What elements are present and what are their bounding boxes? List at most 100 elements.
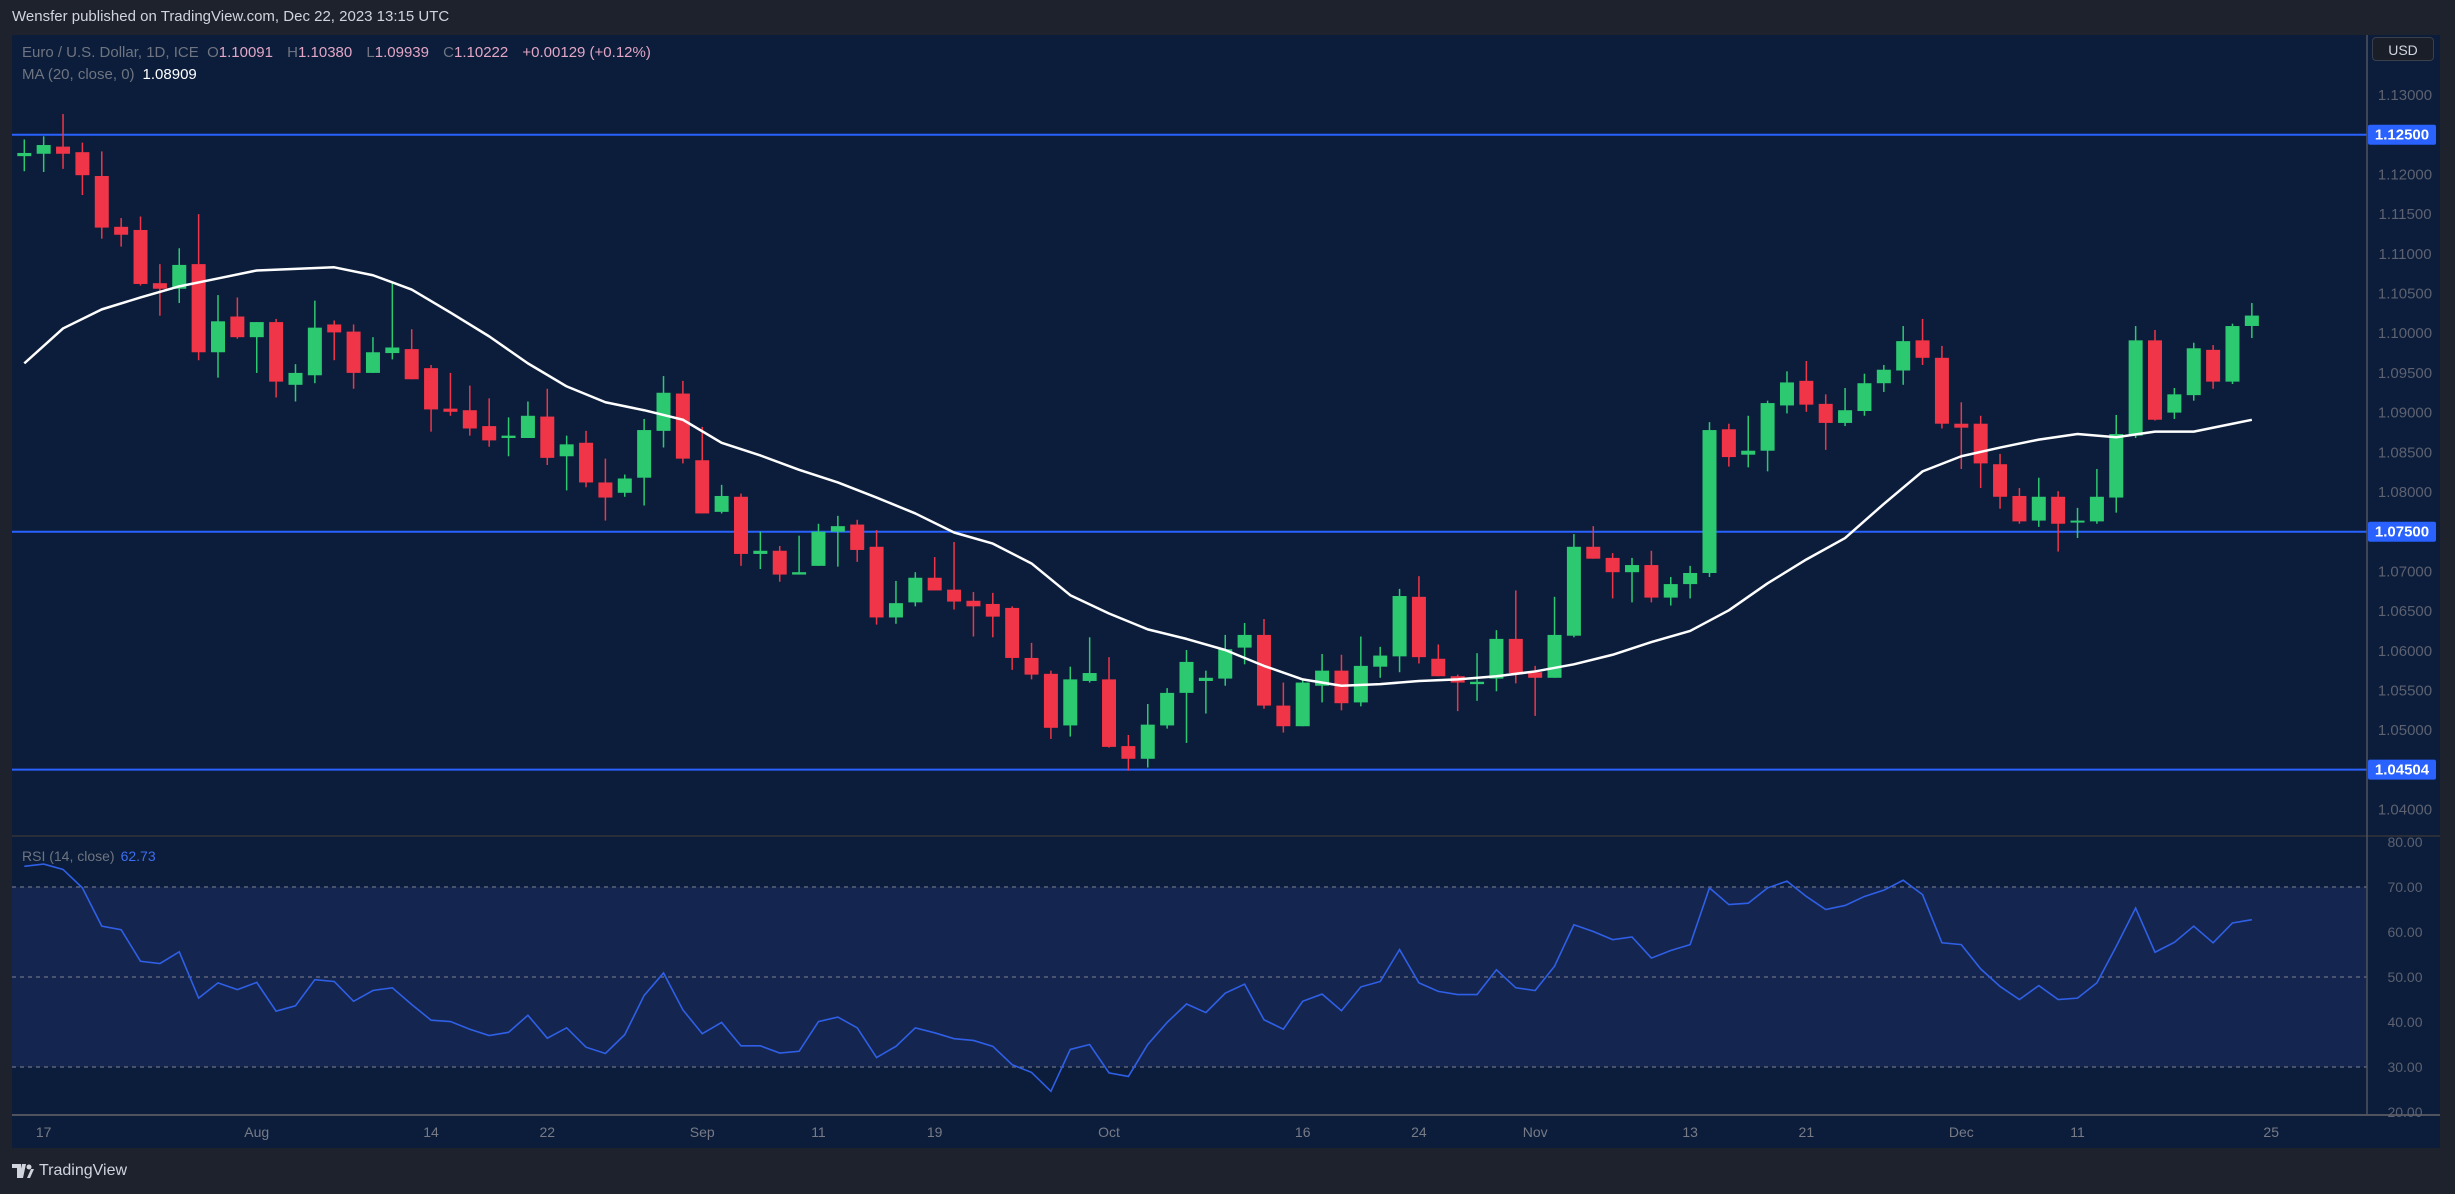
- open-value: 1.10091: [218, 44, 273, 61]
- price-tick-label: 1.10000: [2378, 325, 2432, 342]
- candle-body-up: [307, 327, 322, 376]
- candle-body-up: [2089, 496, 2104, 522]
- currency-button[interactable]: USD: [2372, 37, 2434, 61]
- candle-body-down: [927, 577, 942, 591]
- candle-body-up: [1876, 369, 1891, 384]
- candle: [850, 519, 865, 562]
- candle: [1721, 423, 1736, 467]
- time-tick-label: 22: [540, 1124, 556, 1140]
- candle-body-up: [249, 322, 264, 338]
- brand-name: TradingView: [39, 1162, 128, 1179]
- candle-body-down: [598, 482, 613, 498]
- candle-body-down: [1276, 705, 1291, 727]
- time-axis[interactable]: 17 Aug 14 22 Sep 11 19 Oct 16 24 Nov 13 21 Dec 11 25: [36, 1124, 2279, 1140]
- change-value: +0.00129 (+0.12%): [522, 44, 651, 61]
- candle: [2089, 468, 2104, 524]
- candle-body-up: [1683, 572, 1698, 585]
- candle: [152, 264, 167, 316]
- rsi-tick-label: 40.00: [2387, 1014, 2422, 1030]
- price-tick-label: 1.04000: [2378, 802, 2432, 819]
- candle: [1644, 550, 1659, 603]
- candle: [1566, 534, 1581, 638]
- candle: [114, 218, 129, 247]
- price-axis[interactable]: 1.13000 1.12000 1.11500 1.11000 1.10500 1.100…: [2368, 87, 2436, 819]
- candle: [2244, 303, 2259, 339]
- candle-body-down: [2206, 349, 2221, 382]
- candle-body-up: [385, 347, 400, 354]
- candle: [966, 592, 981, 637]
- price-line-label: 1.04504: [2375, 762, 2430, 779]
- candle: [1063, 666, 1078, 737]
- candle: [714, 484, 729, 514]
- horizontal-lines[interactable]: [12, 133, 2367, 771]
- candle-body-down: [346, 331, 361, 373]
- candle-body-down: [540, 416, 555, 458]
- candle-body-up: [1896, 341, 1911, 371]
- candle: [36, 136, 51, 173]
- price-tick-label: 1.11500: [2378, 206, 2431, 223]
- candle-body-down: [1605, 557, 1620, 573]
- candle: [1392, 588, 1407, 673]
- candle-body-up: [1760, 403, 1775, 451]
- candle-body-down: [75, 152, 90, 176]
- candle: [172, 248, 187, 304]
- candle: [1741, 415, 1756, 468]
- price-tick-label: 1.08000: [2378, 484, 2432, 501]
- candle: [637, 418, 652, 506]
- candle-body-up: [2244, 315, 2259, 326]
- candle-body-up: [1663, 584, 1678, 598]
- candle-body-up: [753, 550, 768, 554]
- rsi-tick-label: 20.00: [2387, 1104, 2422, 1120]
- time-tick-label: 11: [811, 1124, 826, 1140]
- rsi-line: [24, 863, 2252, 1093]
- candle-body-up: [908, 577, 923, 603]
- price-tick-label: 1.07000: [2378, 563, 2432, 580]
- candle: [927, 557, 942, 591]
- candle-body-down: [1818, 403, 1833, 423]
- candle-body-down: [2148, 340, 2162, 420]
- candle: [1528, 665, 1543, 716]
- rsi-value: 62.73: [120, 848, 156, 864]
- candle-body-up: [656, 392, 671, 431]
- rsi-axis[interactable]: 80.00 70.00 60.00 50.00 40.00 30.00 20.00: [2387, 834, 2422, 1120]
- price-tick-label: 1.12000: [2378, 166, 2432, 183]
- price-tick-label: 1.06000: [2378, 643, 2432, 660]
- rsi-tick-label: 30.00: [2387, 1059, 2422, 1075]
- candle: [598, 458, 613, 521]
- candle-body-down: [462, 410, 477, 429]
- candle: [1934, 345, 1949, 429]
- candle-body-up: [1857, 383, 1872, 412]
- candle: [2109, 414, 2124, 513]
- candle: [772, 545, 787, 582]
- candle-body-up: [36, 145, 51, 154]
- candle: [2012, 488, 2027, 524]
- candle: [830, 515, 845, 567]
- candle: [559, 435, 574, 491]
- time-tick-label: Sep: [690, 1124, 715, 1140]
- candle-body-up: [830, 526, 845, 532]
- candle-body-down: [1431, 658, 1446, 677]
- candle: [424, 364, 439, 432]
- candle-body-down: [1586, 546, 1601, 559]
- candle-body-up: [288, 372, 303, 385]
- rsi-tick-label: 60.00: [2387, 924, 2422, 940]
- candle: [1431, 644, 1446, 677]
- candle-body-down: [114, 226, 129, 235]
- candle: [811, 523, 826, 566]
- candle: [1586, 526, 1601, 559]
- candle-body-down: [424, 368, 439, 410]
- candle-body-down: [1121, 746, 1136, 759]
- candle: [1121, 734, 1136, 771]
- candle: [1373, 646, 1388, 678]
- symbol-legend: Euro / U.S. Dollar, 1D, ICE O1.10091 H1.…: [22, 44, 661, 61]
- candle-body-up: [211, 321, 225, 353]
- candle: [1140, 703, 1155, 768]
- candle: [675, 380, 690, 464]
- candle-body-up: [1198, 677, 1213, 681]
- candle-body-up: [520, 415, 535, 439]
- candle: [133, 216, 148, 286]
- tradingview-logo[interactable]: TradingView: [12, 1162, 127, 1180]
- time-tick-label: Dec: [1949, 1124, 1974, 1140]
- symbol-name: Euro / U.S. Dollar, 1D, ICE: [22, 44, 199, 61]
